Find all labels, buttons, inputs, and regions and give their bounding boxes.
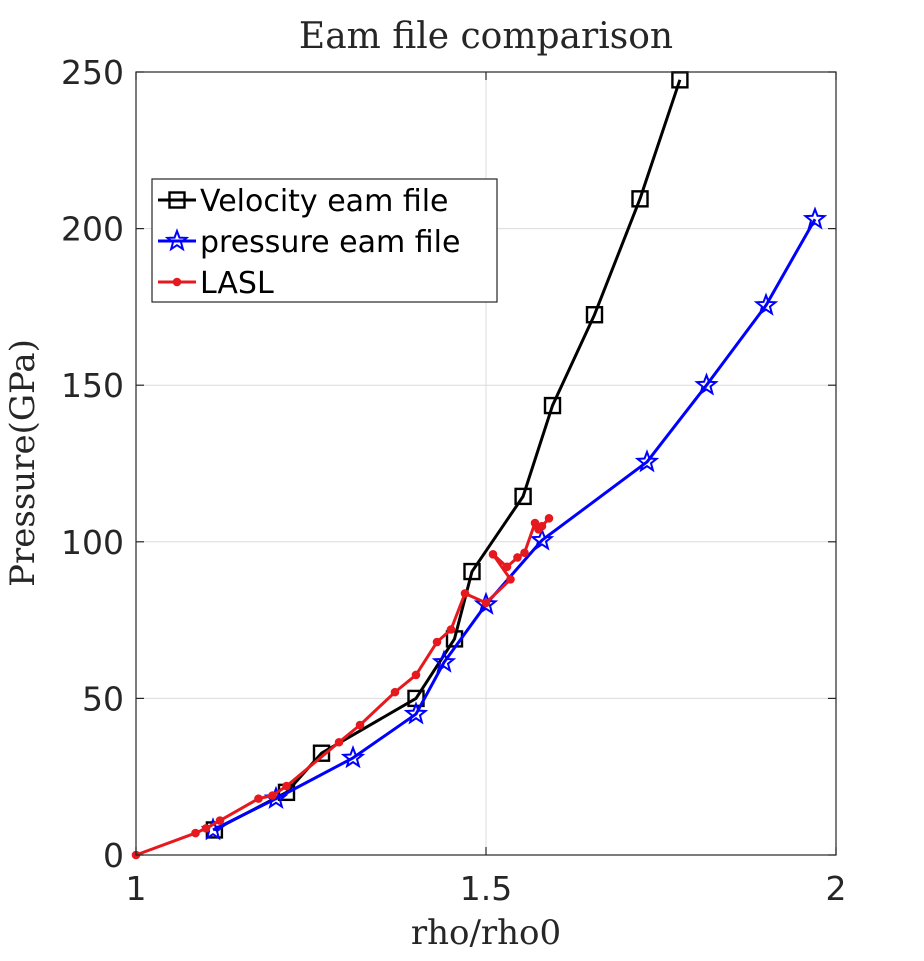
data-point-dot-marker (506, 575, 515, 584)
series-layer (131, 71, 828, 860)
x-tick-label: 2 (826, 869, 847, 908)
series-lasl (131, 514, 554, 860)
legend-box (151, 178, 498, 303)
data-point-dot-marker (215, 816, 225, 825)
data-point-dot-marker (432, 637, 442, 647)
y-tick-label: 0 (103, 836, 124, 875)
data-point-star-marker (694, 372, 719, 396)
data-point-star-marker (753, 292, 779, 316)
data-point-dot-marker (268, 791, 277, 800)
data-point-square-marker (631, 190, 649, 208)
y-tick-label: 100 (61, 523, 124, 562)
data-point-star-marker (529, 527, 555, 551)
data-point-dot-marker (282, 781, 291, 791)
tick-labels: 1 1.5 2 0 50 100 150 200 250 (61, 53, 847, 908)
data-point-dot-marker (488, 550, 498, 559)
data-point-dot-marker (502, 562, 512, 572)
data-point-square-marker (312, 744, 331, 762)
legend-entry-lasl: LASL (158, 266, 274, 301)
data-point-dot-marker (390, 687, 400, 697)
data-point-star-marker (340, 745, 366, 769)
data-point-dot-marker (191, 828, 200, 838)
x-axis-label: rho/rho0 (411, 913, 561, 953)
legend-label: Velocity eam file (200, 184, 449, 219)
series-line-lasl (135, 517, 551, 857)
data-point-star-marker (431, 649, 457, 673)
data-point-square-marker (463, 562, 481, 581)
data-point-star-marker (164, 228, 190, 252)
data-point-star-marker (403, 701, 429, 725)
data-point-dot-marker (334, 737, 344, 747)
data-point-dot-marker (460, 589, 470, 598)
data-point-dot-marker (513, 553, 522, 562)
data-point-dot-marker (254, 794, 263, 803)
legend-entries: Velocity eam file pressure eam file LASL (158, 184, 460, 301)
y-axis-label: Pressure(GPa) (3, 339, 43, 587)
data-point-dot-marker (544, 514, 554, 523)
data-point-dot-marker (411, 670, 421, 680)
data-point-dot-marker (481, 598, 491, 608)
x-tick-label: 1.5 (460, 869, 512, 908)
data-point-square-marker (585, 306, 604, 324)
data-point-dot-marker (172, 277, 182, 287)
legend-entry-pressure-eam-file: pressure eam file (158, 225, 460, 260)
y-tick-label: 250 (61, 53, 124, 92)
legend-entry-velocity-eam-file: Velocity eam file (158, 184, 449, 219)
data-point-square-marker (543, 396, 562, 415)
y-tick-label: 200 (61, 210, 124, 249)
data-point-square-marker (168, 191, 186, 209)
data-point-square-marker (514, 487, 532, 506)
x-tick-label: 1 (126, 869, 147, 908)
legend-label: LASL (200, 266, 274, 301)
chart-title: Eam file comparison (299, 16, 673, 57)
data-point-dot-marker (201, 824, 211, 833)
legend-label: pressure eam file (200, 225, 460, 260)
data-point-star-marker (634, 449, 660, 473)
y-tick-label: 50 (82, 679, 124, 718)
data-point-star-marker (802, 206, 828, 230)
tick-marks (135, 71, 837, 856)
data-point-dot-marker (446, 625, 456, 634)
data-point-dot-marker (520, 548, 529, 558)
data-point-dot-marker (355, 720, 365, 730)
legend: Velocity eam file pressure eam file LASL (151, 178, 498, 303)
data-point-dot-marker (537, 521, 547, 531)
y-tick-label: 150 (61, 366, 124, 405)
